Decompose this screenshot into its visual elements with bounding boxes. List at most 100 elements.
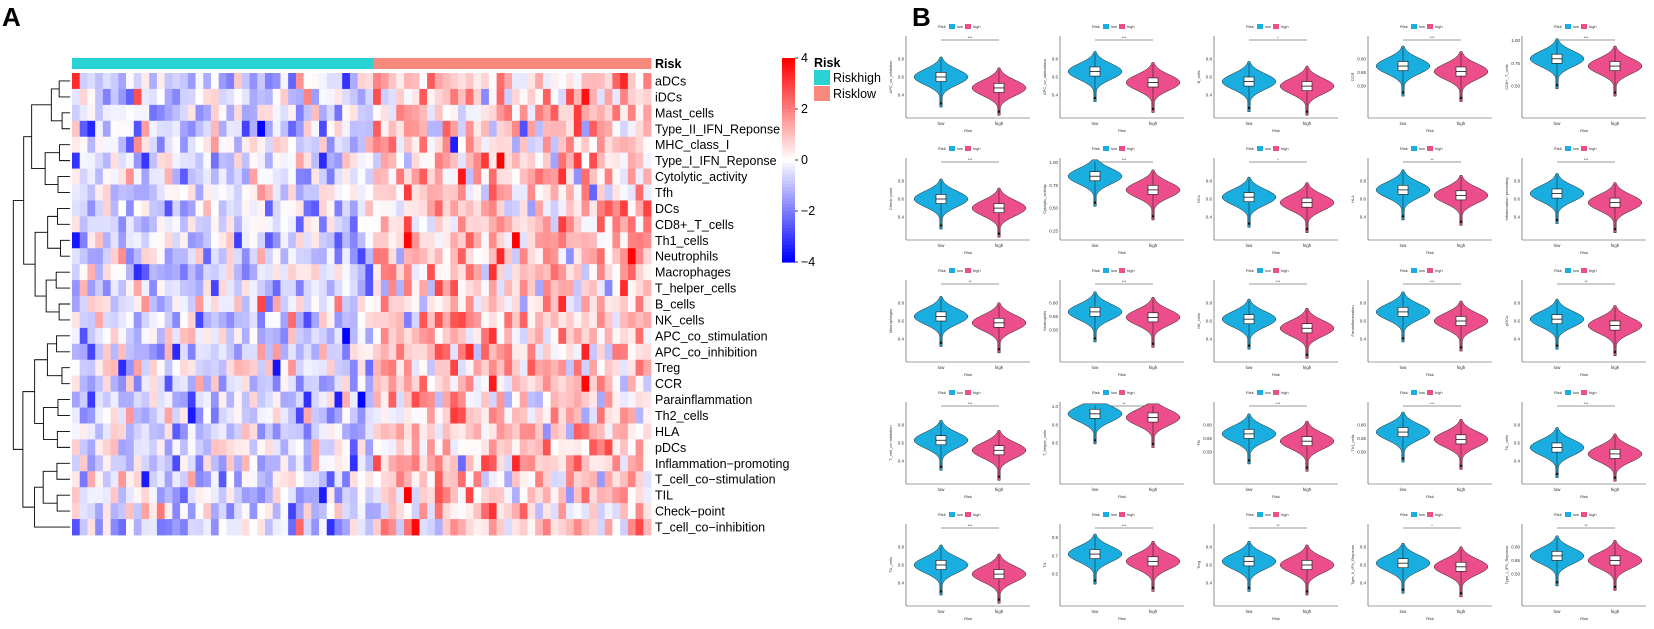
violin-ytick-label: 0.80 (1511, 544, 1520, 549)
heatmap-cell (612, 88, 621, 106)
violin-legend-swatch-high (965, 268, 971, 273)
heatmap-cell (280, 104, 289, 122)
heatmap-cell (357, 152, 366, 169)
violin-legend-title: Risk (1554, 146, 1562, 151)
heatmap-cell (403, 503, 413, 520)
heatmap-cell (488, 503, 497, 520)
heatmap-cell (550, 375, 559, 393)
violin-ytick-label: 0.8 (1514, 422, 1521, 427)
heatmap-cell (496, 152, 505, 169)
violin-xtick-label: low (1400, 487, 1408, 492)
heatmap-cell (303, 455, 312, 472)
heatmap-cell (265, 519, 274, 536)
heatmap-cell (102, 73, 111, 90)
heatmap-cell (187, 296, 196, 313)
colorbar-segment (782, 71, 795, 76)
heatmap-cell (272, 120, 281, 138)
heatmap-cell (79, 391, 88, 408)
heatmap-cell (126, 296, 135, 313)
heatmap-cell (118, 184, 127, 201)
outlier-point (939, 465, 943, 468)
heatmap-cell (280, 232, 289, 249)
heatmap-cell (288, 88, 297, 106)
heatmap-cell (102, 375, 111, 393)
heatmap-cell (450, 88, 459, 106)
heatmap-cell (365, 296, 374, 313)
heatmap-cell (589, 471, 598, 488)
heatmap-cell (180, 232, 189, 249)
heatmap-cell (504, 168, 513, 185)
heatmap-cell (434, 471, 443, 488)
heatmap-cell (180, 248, 189, 265)
heatmap-cell (542, 152, 552, 169)
heatmap-cell (558, 152, 567, 169)
violin-legend-swatch-high (1581, 268, 1587, 273)
dendrogram-branch (45, 279, 60, 313)
heatmap-cell (141, 216, 150, 233)
heatmap-cell (581, 200, 590, 217)
outlier-point (997, 475, 1001, 478)
heatmap-cell (72, 88, 81, 106)
colorbar-segment (782, 177, 795, 181)
heatmap-cell (249, 519, 258, 536)
heatmap-cell (566, 200, 575, 217)
colorbar-segment (782, 126, 795, 130)
outlier-point (1459, 346, 1463, 349)
heatmap-cell (249, 375, 258, 393)
annotation-cell (635, 58, 644, 69)
heatmap-cell (180, 120, 189, 138)
heatmap-cell (620, 280, 629, 297)
heatmap-cell (411, 216, 420, 233)
heatmap-cell (620, 232, 629, 249)
heatmap-cell (403, 168, 413, 185)
heatmap-cell (419, 311, 428, 329)
annotation-cell (542, 58, 552, 69)
heatmap-cell (334, 343, 343, 361)
heatmap-cell (195, 184, 204, 201)
heatmap-cell (180, 88, 189, 106)
violin-legend-swatch-low (1411, 390, 1417, 395)
heatmap-cell (620, 423, 629, 440)
heatmap-cell (126, 168, 135, 185)
heatmap-cell (141, 439, 150, 456)
heatmap-cell (156, 200, 166, 217)
colorbar-segment (782, 156, 795, 161)
heatmap-cell (180, 311, 189, 329)
heatmap-cell (573, 280, 582, 297)
heatmap-cell (272, 487, 281, 504)
heatmap-cell (527, 152, 536, 169)
heatmap-cell (357, 487, 366, 504)
heatmap-cell (512, 104, 521, 122)
annotation-cell (550, 58, 559, 69)
heatmap-cell (234, 487, 243, 504)
heatmap-cell (519, 343, 528, 361)
heatmap-cell (612, 455, 621, 472)
heatmap-cell (465, 423, 474, 440)
heatmap-cell (396, 104, 405, 122)
heatmap-cell (149, 407, 158, 424)
heatmap-row-label: pDCs (655, 441, 686, 455)
heatmap-cell (272, 343, 281, 361)
violin-legend-label-low: low (957, 146, 963, 151)
heatmap-cell (334, 88, 343, 106)
heatmap-cell (396, 487, 405, 504)
heatmap-cell (164, 232, 173, 249)
heatmap-cell (558, 168, 567, 185)
heatmap-cell (512, 296, 521, 313)
heatmap-cell (195, 200, 204, 217)
violin-legend-label-high: high (973, 146, 981, 151)
heatmap-cell (280, 359, 289, 377)
heatmap-cell (357, 407, 366, 424)
heatmap-cell (388, 311, 397, 329)
heatmap-row-label: aDCs (655, 74, 686, 88)
heatmap-cell (303, 280, 312, 297)
heatmap-cell (295, 519, 304, 536)
heatmap-cell (311, 423, 320, 440)
heatmap-cell (126, 327, 135, 345)
heatmap-cell (496, 519, 505, 536)
heatmap-cell (643, 200, 652, 217)
heatmap-cell (288, 152, 297, 169)
heatmap-cell (411, 232, 420, 249)
heatmap-cell (427, 359, 436, 377)
